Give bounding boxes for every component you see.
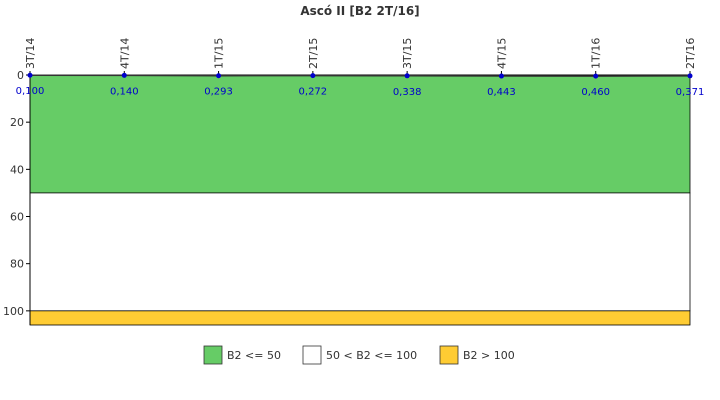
data-point bbox=[687, 73, 693, 79]
legend-swatch bbox=[439, 345, 459, 365]
legend-label: B2 <= 50 bbox=[227, 349, 281, 362]
band-2 bbox=[29, 310, 691, 326]
chart-title: Ascó II [B2 2T/16] bbox=[300, 4, 419, 18]
x-tick-label: 1T/16 bbox=[590, 38, 603, 69]
legend-label: 50 < B2 <= 100 bbox=[326, 349, 417, 362]
data-label: 0,371 bbox=[676, 87, 705, 98]
data-label: 0,338 bbox=[393, 87, 422, 98]
x-tick-label: 1T/15 bbox=[213, 38, 226, 69]
x-tick-label: 2T/15 bbox=[307, 38, 320, 69]
y-tick-label: 60 bbox=[10, 211, 24, 224]
band-1 bbox=[29, 192, 691, 312]
x-axis: 3T/14 4T/14 1T/15 2T/15 3T/15 4T/15 1T/16 2T/16 bbox=[24, 38, 697, 75]
x-tick-label: 3T/14 bbox=[24, 38, 37, 69]
legend-swatch bbox=[203, 345, 223, 365]
legend-label: B2 > 100 bbox=[463, 349, 515, 362]
band-0 bbox=[29, 74, 691, 194]
y-tick-label: 40 bbox=[10, 163, 24, 176]
y-tick-label: 80 bbox=[10, 258, 24, 271]
data-point bbox=[498, 73, 504, 79]
y-tick-label: 0 bbox=[17, 69, 24, 82]
data-label: 0,460 bbox=[581, 87, 610, 98]
legend-swatch bbox=[302, 345, 322, 365]
data-label: 0,100 bbox=[16, 86, 45, 97]
data-label: 0,272 bbox=[299, 87, 328, 98]
y-tick-label: 20 bbox=[10, 116, 24, 129]
y-tick-label: 100 bbox=[3, 305, 24, 318]
x-tick-label: 3T/15 bbox=[401, 38, 414, 69]
series-line-0 bbox=[29, 74, 691, 77]
x-tick-label: 4T/14 bbox=[118, 38, 131, 69]
data-point bbox=[216, 73, 222, 79]
data-point bbox=[404, 73, 410, 79]
series-layer: 0,100 0,140 0,293 0,272 0,338 0,443 0,460 0,371 bbox=[16, 72, 705, 98]
data-label: 0,140 bbox=[110, 86, 139, 97]
data-label: 0,293 bbox=[204, 87, 233, 98]
data-point bbox=[121, 72, 127, 78]
legend: B2 <= 50 50 < B2 <= 100 B2 > 100 bbox=[203, 345, 515, 365]
bands-layer bbox=[29, 74, 691, 326]
y-axis: 0 20 40 60 80 100 bbox=[3, 69, 30, 318]
x-tick-label: 4T/15 bbox=[495, 38, 508, 69]
data-point bbox=[593, 73, 599, 79]
data-point bbox=[27, 72, 33, 78]
x-tick-label: 2T/16 bbox=[684, 38, 697, 69]
data-point bbox=[310, 73, 316, 79]
data-label: 0,443 bbox=[487, 87, 516, 98]
